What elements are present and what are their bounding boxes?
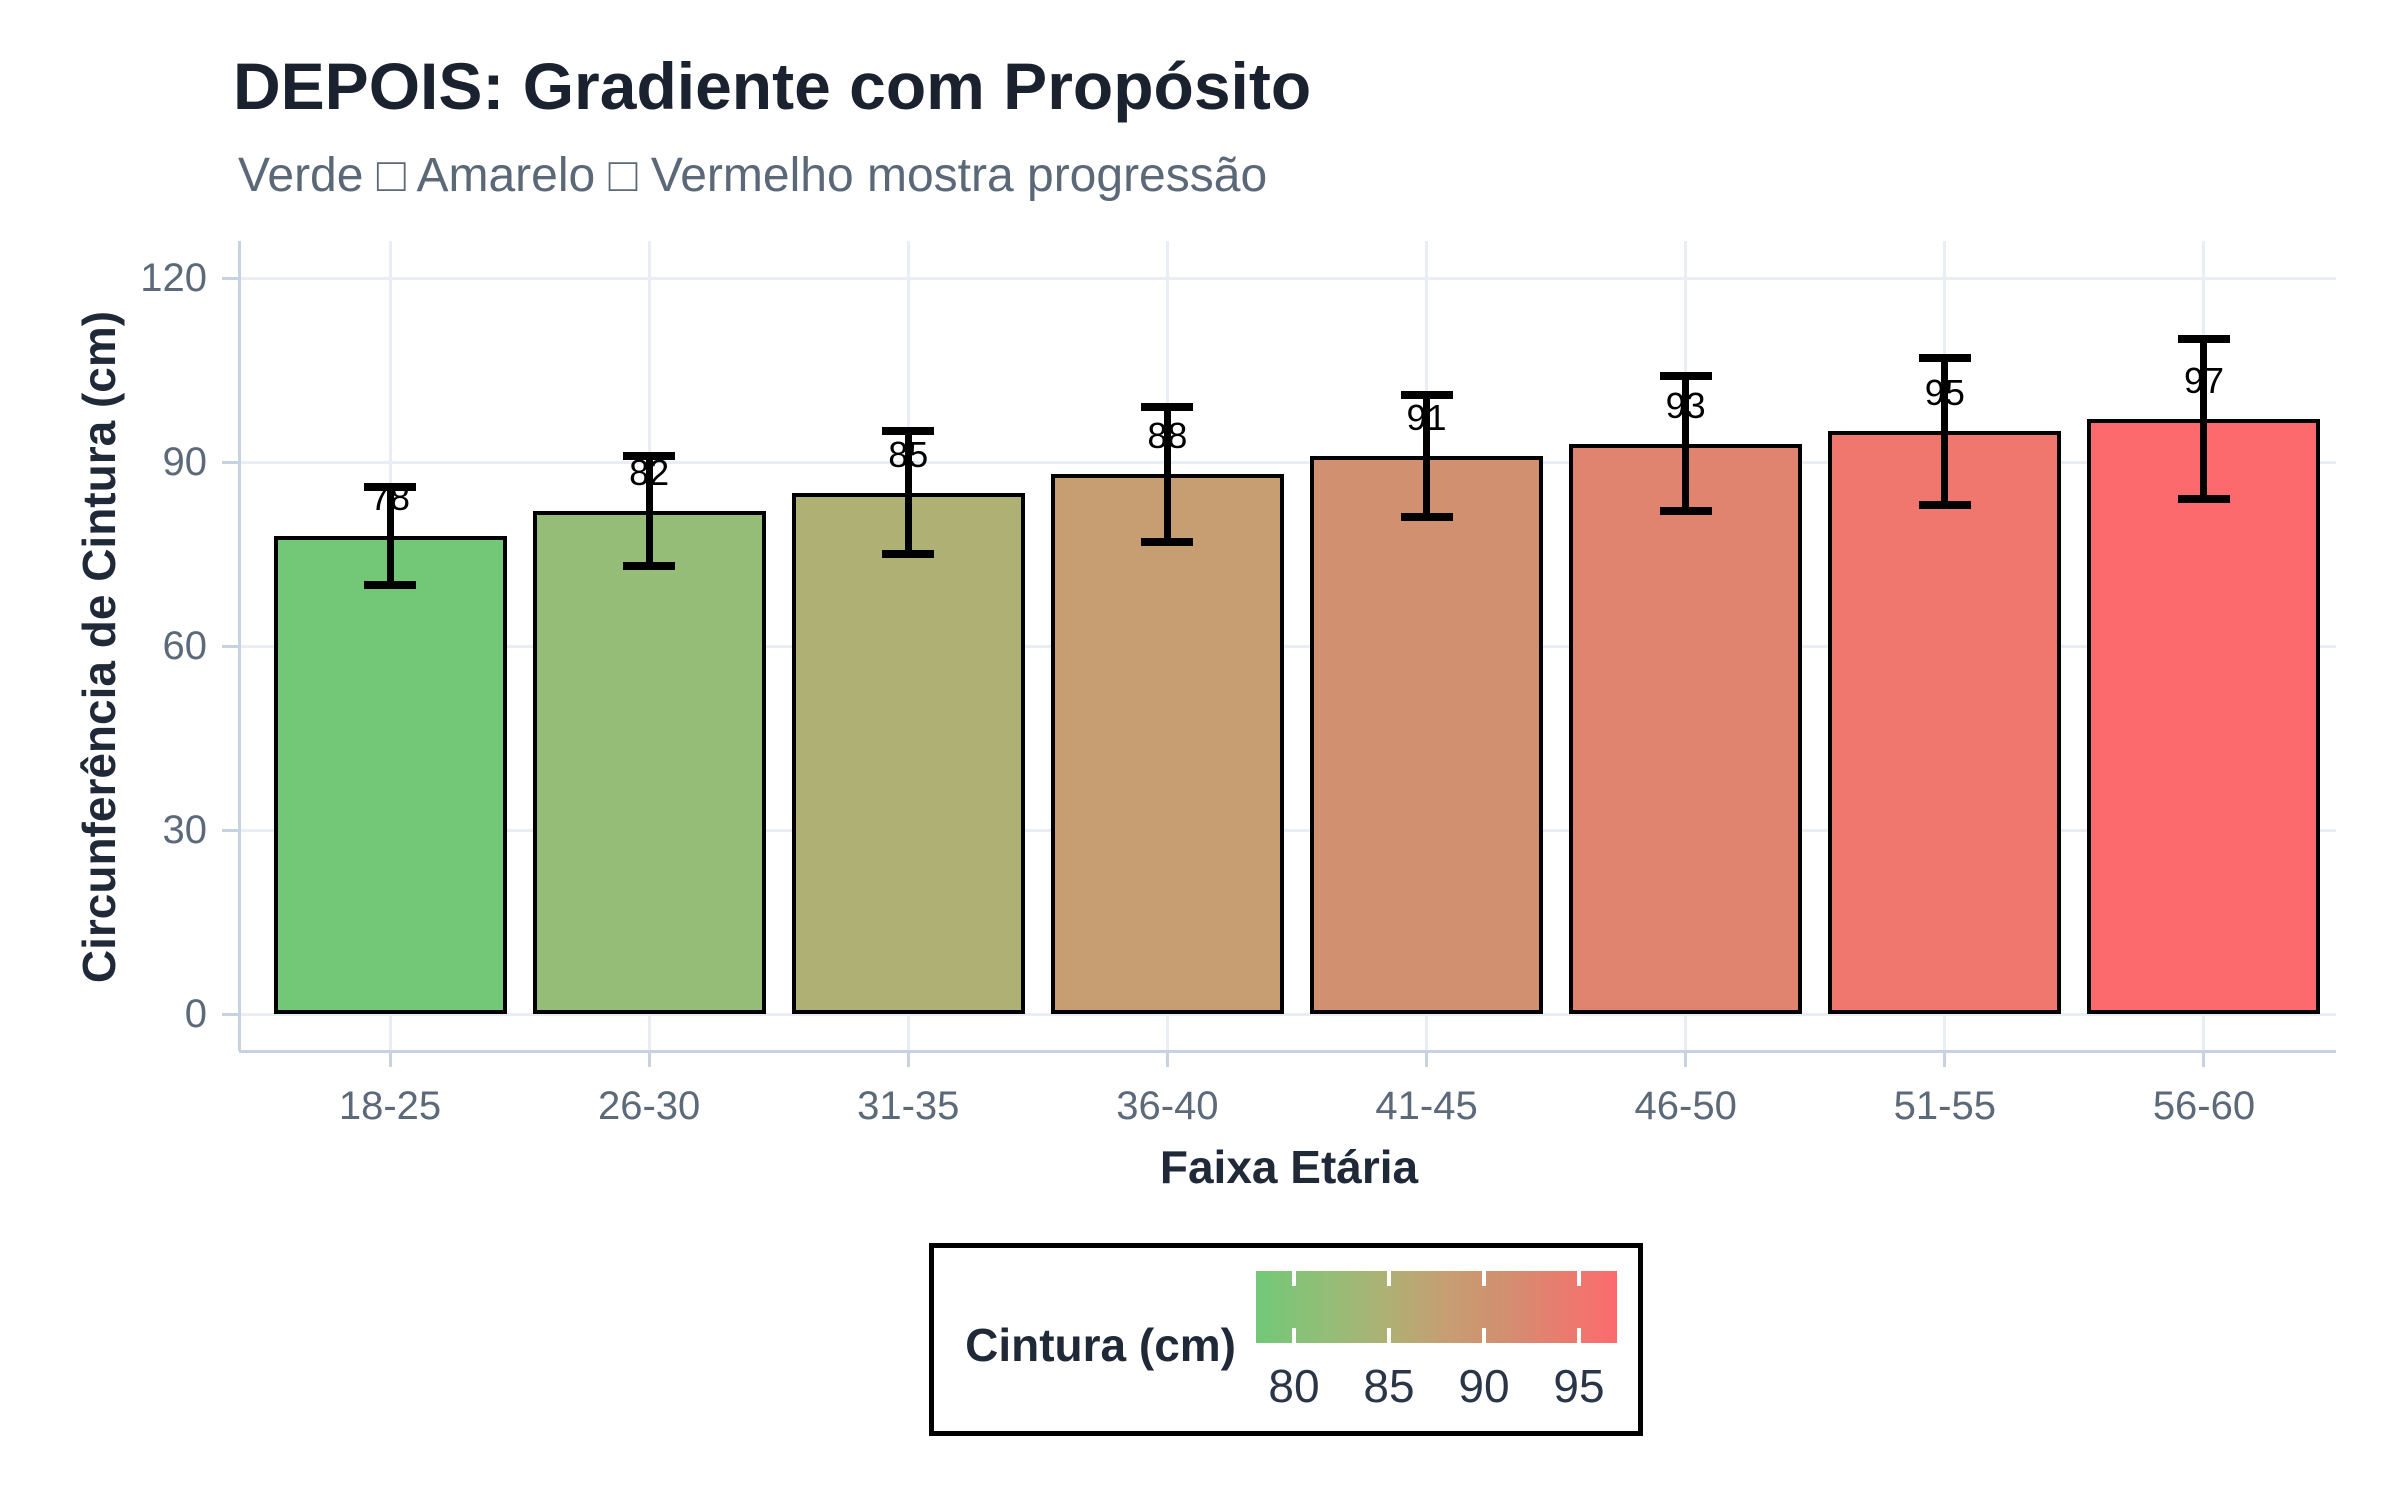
- y-axis-tick: [222, 644, 239, 648]
- colorbar-tick-mark: [1482, 1328, 1486, 1343]
- bar-value-label: 91: [1406, 396, 1447, 438]
- bar-value-label: 97: [2183, 360, 2224, 402]
- x-tick-label: 18-25: [338, 1084, 442, 1128]
- error-bar-cap-top: [1659, 372, 1712, 381]
- colorbar-tick-mark: [1482, 1271, 1486, 1286]
- error-bar-line: [1941, 357, 1949, 505]
- x-tick-label: 51-55: [1893, 1084, 1996, 1128]
- error-bar-cap-bottom: [1141, 537, 1194, 546]
- colorbar-tick-mark: [1577, 1328, 1581, 1343]
- error-bar-line: [2200, 339, 2208, 499]
- x-axis-tick: [1425, 1051, 1429, 1067]
- x-tick-label: 46-50: [1634, 1084, 1737, 1128]
- gridline-horizontal: [239, 276, 2336, 280]
- bar-value-label: 85: [888, 433, 929, 475]
- colorbar-tick-mark: [1387, 1271, 1391, 1286]
- legend-title: Cintura (cm): [965, 1319, 1236, 1371]
- bar: [532, 511, 766, 1014]
- x-tick-label: 26-30: [597, 1084, 701, 1128]
- x-tick-label: 31-35: [857, 1084, 960, 1128]
- colorbar-tick-label: 90: [1458, 1360, 1510, 1412]
- y-axis-tick: [222, 828, 239, 832]
- x-axis-tick: [388, 1051, 392, 1067]
- error-bar-cap-top: [1141, 402, 1194, 411]
- bar-value-label: 93: [1665, 384, 1706, 426]
- chart-subtitle: Verde □ Amarelo □ Vermelho mostra progre…: [238, 149, 1268, 202]
- x-tick-label: 41-45: [1375, 1084, 1478, 1128]
- error-bar-cap-top: [364, 482, 416, 491]
- error-bar-line: [645, 455, 653, 567]
- colorbar-tick-mark: [1292, 1271, 1296, 1286]
- error-bar-cap-top: [1918, 353, 1971, 362]
- y-tick-label: 120: [140, 256, 207, 300]
- error-bar-cap-bottom: [623, 562, 676, 571]
- x-axis-tick: [1684, 1051, 1688, 1067]
- error-bar-line: [1682, 376, 1690, 512]
- y-tick-label: 90: [162, 440, 208, 484]
- error-bar-cap-bottom: [882, 550, 935, 558]
- y-tick-label: 60: [162, 624, 208, 668]
- x-tick-label: 56-60: [2152, 1084, 2256, 1128]
- error-bar-cap-bottom: [1400, 513, 1453, 522]
- error-bar-cap-bottom: [2177, 494, 2230, 503]
- error-bar-cap-top: [882, 427, 935, 436]
- chart-title: DEPOIS: Gradiente com Propósito: [233, 49, 1312, 123]
- bar: [1310, 455, 1544, 1014]
- x-axis-tick: [1943, 1051, 1947, 1067]
- bar-value-label: 78: [369, 476, 411, 518]
- x-axis-tick: [906, 1051, 910, 1067]
- error-bar-cap-bottom: [1918, 500, 1971, 509]
- gridline-horizontal: [239, 828, 2336, 832]
- y-axis-line: [237, 241, 241, 1051]
- gridline-horizontal: [239, 1012, 2336, 1016]
- y-axis-tick: [222, 1012, 239, 1016]
- error-bar-cap-top: [623, 451, 676, 460]
- colorbar-tick-label: 80: [1268, 1360, 1320, 1412]
- x-axis-title: Faixa Etária: [1159, 1141, 1419, 1193]
- colorbar-tick-mark: [1387, 1328, 1391, 1343]
- y-tick-label: 0: [184, 992, 207, 1036]
- y-axis-tick: [222, 276, 239, 280]
- colorbar-gradient: [1256, 1271, 1617, 1343]
- bar: [2087, 419, 2321, 1014]
- error-bar-line: [1163, 406, 1171, 542]
- error-bar-cap-bottom: [1659, 507, 1712, 516]
- x-axis-tick: [2202, 1051, 2206, 1067]
- error-bar-line: [386, 486, 394, 585]
- bar-value-label: 95: [1924, 372, 1965, 414]
- bar-value-label: 82: [629, 452, 670, 494]
- x-axis-tick: [1165, 1051, 1169, 1067]
- y-axis-tick: [222, 460, 239, 464]
- y-tick-label: 30: [162, 808, 208, 852]
- gridline-horizontal: [239, 644, 2336, 648]
- error-bar-cap-bottom: [364, 580, 416, 589]
- bar: [1828, 431, 2062, 1014]
- colorbar-tick-label: 85: [1363, 1360, 1415, 1412]
- x-axis-tick: [647, 1051, 651, 1067]
- x-axis-line: [239, 1049, 2336, 1053]
- colorbar-tick-mark: [1292, 1328, 1296, 1343]
- error-bar-line: [1423, 394, 1431, 518]
- colorbar-tick-mark: [1577, 1271, 1581, 1286]
- bar-value-label: 88: [1147, 415, 1188, 457]
- error-bar-cap-top: [1400, 390, 1453, 399]
- bar: [791, 492, 1025, 1014]
- x-tick-label: 36-40: [1116, 1084, 1219, 1128]
- bar: [1569, 443, 1803, 1014]
- bar: [1050, 474, 1284, 1014]
- error-bar-line: [904, 431, 912, 554]
- gridline-horizontal: [239, 460, 2336, 464]
- colorbar-tick-label: 95: [1553, 1360, 1605, 1412]
- error-bar-cap-top: [2177, 335, 2230, 344]
- bar: [273, 535, 507, 1014]
